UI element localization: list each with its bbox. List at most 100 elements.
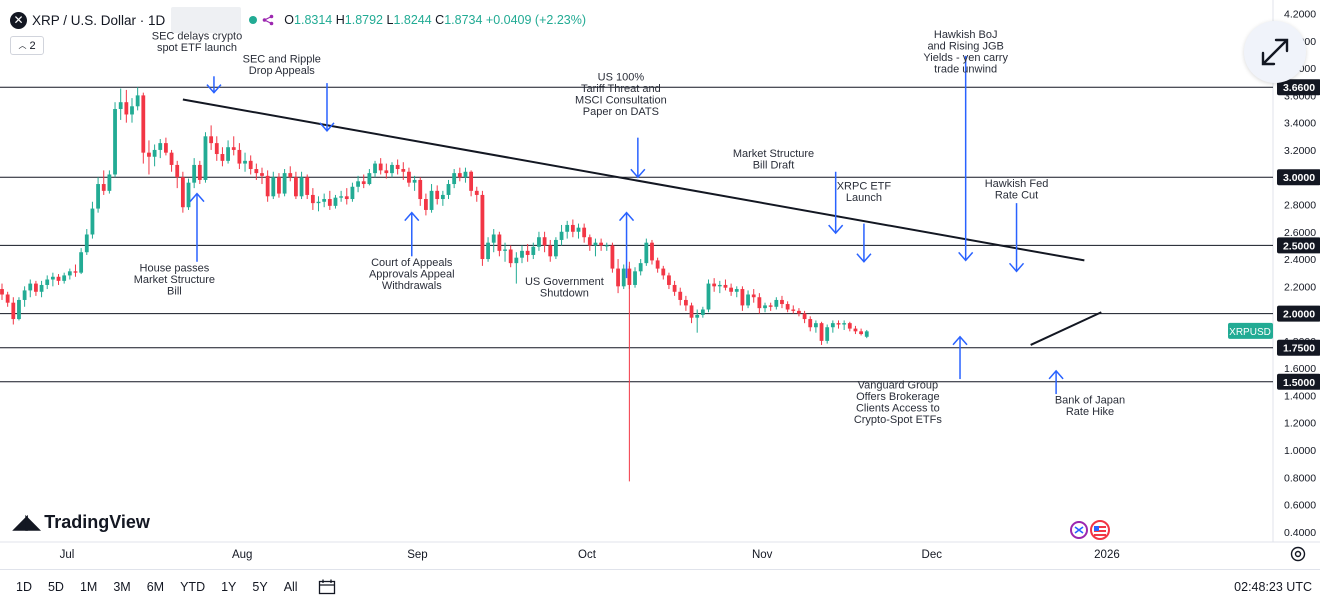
candle-body — [797, 310, 801, 314]
obscured-area — [171, 7, 242, 33]
price-level-label: 3.6600 — [1283, 82, 1315, 94]
timeframe-5d[interactable]: 5D — [47, 580, 64, 594]
candle — [327, 190, 332, 210]
candle — [107, 170, 112, 194]
candle-body — [45, 279, 50, 285]
candle — [361, 174, 366, 189]
fullscreen-button[interactable] — [1244, 21, 1306, 83]
candle — [322, 193, 327, 208]
candle-body — [503, 249, 507, 251]
tradingview-logo[interactable]: ◢◣ TradingView — [13, 512, 150, 533]
candle — [683, 295, 688, 311]
candle-body — [378, 163, 383, 171]
price-tick-label: 3.2000 — [1284, 145, 1316, 157]
price-tick-label: 2.6000 — [1284, 227, 1316, 239]
candle — [333, 194, 338, 209]
candle-body — [361, 181, 366, 185]
candle-body — [565, 224, 570, 232]
candle-body — [310, 194, 315, 204]
candle — [520, 245, 524, 264]
candle-body — [700, 309, 705, 315]
candle — [537, 231, 541, 251]
timeframe-ytd[interactable]: YTD — [180, 580, 206, 594]
candle — [700, 306, 705, 318]
market-status-icon — [249, 16, 258, 24]
gear-icon[interactable] — [1289, 545, 1307, 563]
candle-body — [209, 136, 214, 144]
candle — [808, 316, 813, 332]
candle — [678, 287, 683, 306]
candle — [197, 160, 202, 185]
price-tick-label: 2.8000 — [1284, 199, 1316, 211]
candle-body — [401, 169, 406, 172]
timeframe-1m[interactable]: 1M — [79, 580, 98, 594]
indicators-collapse-button[interactable]: ︿ 2 — [10, 36, 44, 55]
candle — [231, 136, 236, 156]
candle — [407, 167, 411, 187]
candle — [689, 302, 694, 324]
candle — [56, 274, 61, 285]
candle-body — [271, 177, 276, 197]
candle-body — [203, 136, 208, 180]
candle — [5, 291, 10, 307]
candle-body — [740, 289, 745, 306]
timeframe-5y[interactable]: 5Y — [252, 580, 268, 594]
candle — [282, 169, 287, 197]
candle — [344, 188, 349, 205]
timeframe-3m[interactable]: 3M — [113, 580, 131, 594]
timeframe-all[interactable]: All — [283, 580, 298, 594]
candle — [599, 238, 604, 251]
candle — [214, 136, 219, 161]
candle-body — [424, 199, 428, 210]
candle-body — [683, 299, 688, 306]
candle-body — [367, 173, 372, 185]
annotation-arrowhead — [1048, 369, 1064, 380]
candle — [209, 125, 214, 150]
candle-body — [34, 283, 38, 292]
candle-body — [435, 190, 440, 200]
chart-header: ✕ XRP / U.S. Dollar · 1D O1.8314 H1.8792… — [10, 7, 586, 33]
candle — [294, 171, 298, 200]
timeframe-6m[interactable]: 6M — [146, 580, 165, 594]
candle — [695, 309, 700, 333]
candle — [367, 169, 372, 186]
candle — [593, 238, 598, 257]
candle — [67, 268, 72, 280]
candle — [463, 167, 468, 183]
candle-body — [689, 305, 694, 318]
candle-body — [780, 299, 784, 305]
candle-body — [712, 283, 717, 287]
time-axis-label: Jul — [60, 549, 75, 561]
candle-body — [791, 309, 796, 311]
candle-body — [107, 174, 112, 191]
candle-body — [446, 184, 451, 195]
timeframe-1d[interactable]: 1D — [16, 580, 32, 594]
candle — [147, 140, 151, 175]
candle — [62, 272, 67, 284]
candle — [587, 234, 592, 251]
candle — [180, 171, 185, 213]
candle — [152, 144, 157, 167]
calendar-icon[interactable] — [318, 579, 336, 595]
candle-body — [667, 275, 671, 285]
candle-body — [819, 323, 824, 341]
candle — [638, 259, 643, 276]
candle-body — [621, 268, 626, 287]
timeframe-1y[interactable]: 1Y — [221, 580, 237, 594]
annotation-arrowhead — [1008, 262, 1025, 273]
candle — [440, 190, 445, 206]
ohlc-readout: O1.8314 H1.8792 L1.8244 C1.8734 +0.0409 … — [284, 13, 586, 27]
bottom-toolbar: 1D 5D 1M 3M 6M YTD 1Y 5Y All 02:48:23 UT… — [0, 572, 1320, 602]
share-icon[interactable] — [262, 14, 274, 26]
candle — [90, 201, 95, 239]
price-chart[interactable]: 4.20004.00003.80003.60003.40003.20003.00… — [0, 0, 1320, 570]
candle — [395, 159, 400, 175]
candle — [859, 328, 864, 336]
candle — [158, 139, 163, 159]
candle-body — [384, 170, 389, 174]
annotation-arrowhead — [206, 84, 222, 94]
candle-body — [576, 227, 581, 232]
event-flags-icon[interactable] — [1068, 519, 1114, 541]
candle — [412, 175, 417, 191]
symbol-title[interactable]: XRP / U.S. Dollar · 1D — [32, 12, 166, 28]
